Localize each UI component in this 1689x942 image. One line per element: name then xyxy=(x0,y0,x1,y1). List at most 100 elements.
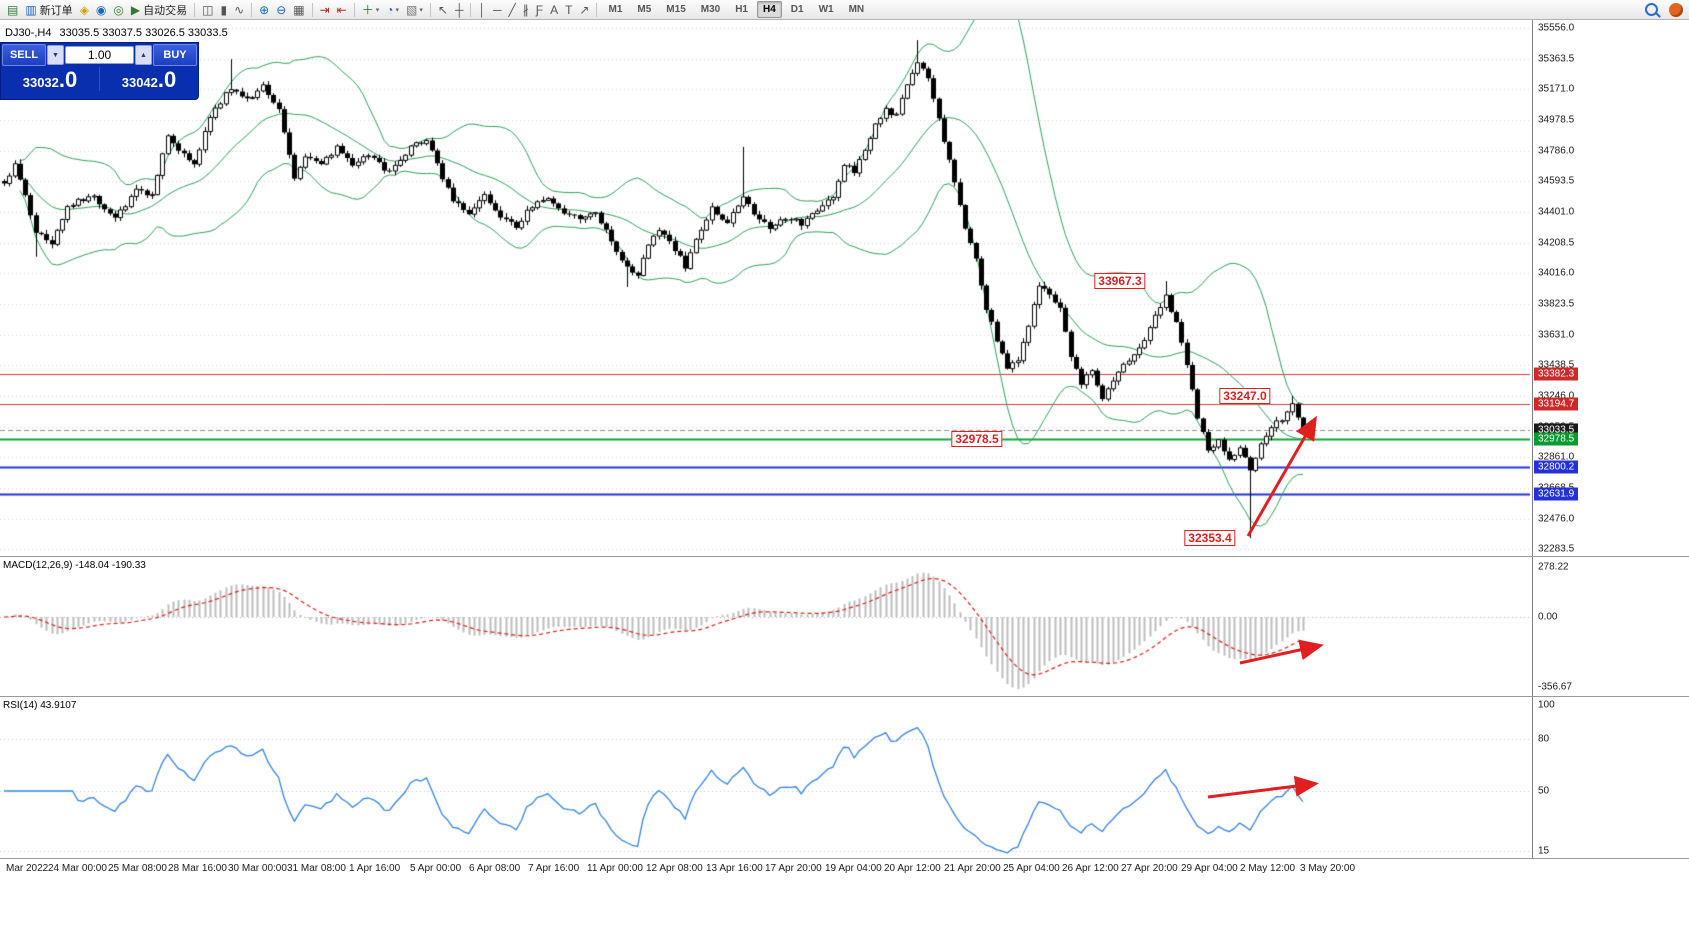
community-icon[interactable] xyxy=(1669,2,1683,17)
time-label: 28 Mar 16:00 xyxy=(168,863,227,874)
candlestick-chart-button[interactable]: ▮ xyxy=(217,1,230,18)
zoom-in-icon: ⊕ xyxy=(259,2,270,17)
indicators-dropdown-icon[interactable]: ▾ xyxy=(375,6,380,14)
periods-dropdown-icon[interactable]: ▾ xyxy=(395,6,400,14)
volume-input[interactable] xyxy=(65,46,134,64)
timeframe-m15-button[interactable]: M15 xyxy=(666,4,686,15)
time-label: 17 Apr 20:00 xyxy=(765,863,822,874)
text-label-icon: T xyxy=(565,2,573,17)
fibonacci-button[interactable]: Ƒ xyxy=(533,1,546,18)
line-chart-button[interactable]: ∿ xyxy=(231,1,247,18)
timeframe-mn-button[interactable]: MN xyxy=(848,4,865,15)
time-label: 30 Mar 00:00 xyxy=(228,863,287,874)
rsi-axis: 100 80 50 15 xyxy=(1532,697,1689,858)
time-label: 6 Apr 08:00 xyxy=(469,863,521,874)
cursor-button[interactable]: ↖ xyxy=(435,1,451,18)
auto-trading-button[interactable]: ▶ 自动交易 xyxy=(128,1,190,18)
periods-icon: ◔ xyxy=(386,2,394,17)
templates-dropdown-icon[interactable]: ▾ xyxy=(419,6,423,14)
rsi-axis-value: 15 xyxy=(1538,845,1550,857)
periods-button[interactable]: ◔ ▾ xyxy=(383,1,402,18)
toolbar-separator xyxy=(311,2,313,17)
bar-chart-button[interactable]: ◫ xyxy=(199,1,216,18)
strategy-tester-icon: ◎ xyxy=(113,2,124,17)
time-label: 25 Mar 08:00 xyxy=(108,863,167,874)
horizontal-line-button[interactable]: ─ xyxy=(490,1,505,18)
trendline-icon: ╱ xyxy=(508,2,516,17)
templates-button[interactable]: ▧ ▾ xyxy=(403,1,426,18)
auto-scroll-button[interactable]: ⇥ xyxy=(317,1,333,18)
toolbar-separator xyxy=(194,2,196,17)
equidistant-channel-button[interactable]: ∦ xyxy=(520,1,532,18)
new-chart-button[interactable]: ▤ xyxy=(4,1,21,18)
market-watch-button[interactable]: ◈ xyxy=(77,1,92,18)
text-label-button[interactable]: T xyxy=(562,1,575,18)
price-tick: 32283.5 xyxy=(1538,543,1575,555)
timeframe-h4-button[interactable]: H4 xyxy=(757,1,782,18)
buy-button[interactable]: BUY xyxy=(153,44,197,66)
vertical-line-button[interactable]: │ xyxy=(475,1,489,18)
timeframe-m1-button[interactable]: M1 xyxy=(608,4,623,15)
macd-axis-value: 278.22 xyxy=(1538,561,1569,573)
main-chart-canvas[interactable] xyxy=(0,20,1532,556)
chart-shift-button[interactable]: ⇤ xyxy=(334,1,350,18)
price-tick: 33823.5 xyxy=(1538,298,1575,310)
time-label: 3 May 20:00 xyxy=(1300,863,1356,874)
timeframe-w1-button[interactable]: W1 xyxy=(818,4,834,15)
price-tick: 34786.0 xyxy=(1538,145,1575,157)
arrows-button[interactable]: ↗ xyxy=(576,1,592,18)
timeframe-d1-button[interactable]: D1 xyxy=(790,4,804,15)
data-window-button[interactable]: ◉ xyxy=(93,1,109,18)
price-tick: 33246.0 xyxy=(1538,390,1575,402)
indicators-button[interactable]: ＋ ▾ xyxy=(359,1,383,18)
symbol-period-label: DJ30-,H4 xyxy=(5,27,52,39)
time-label: Mar 2022 xyxy=(6,863,49,874)
zoom-in-button[interactable]: ⊕ xyxy=(256,1,272,18)
templates-icon: ▧ xyxy=(406,2,418,17)
time-axis[interactable]: Mar 2022 24 Mar 00:00 25 Mar 08:00 28 Mar 1… xyxy=(0,858,1689,878)
rsi-canvas[interactable] xyxy=(0,697,1532,858)
time-label: 29 Apr 04:00 xyxy=(1181,863,1238,874)
new-order-button[interactable]: ▥ 新订单 xyxy=(22,1,75,18)
timeframe-m5-button[interactable]: M5 xyxy=(637,4,652,15)
equidistant-channel-icon: ∦ xyxy=(522,2,529,17)
auto-trading-icon: ▶ xyxy=(130,2,141,17)
price-tick: 33438.5 xyxy=(1538,359,1575,371)
toolbar-separator xyxy=(470,2,472,17)
macd-canvas[interactable] xyxy=(0,557,1532,696)
horizontal-line-icon: ─ xyxy=(492,2,502,17)
volume-decrease-button[interactable]: ▼ xyxy=(47,45,64,65)
market-watch-icon: ◈ xyxy=(79,2,89,17)
trendline-button[interactable]: ╱ xyxy=(505,1,518,18)
crosshair-button[interactable]: ┼ xyxy=(452,1,467,18)
search-icon[interactable] xyxy=(1645,3,1658,16)
auto-trading-label: 自动交易 xyxy=(143,4,188,17)
sell-button[interactable]: SELL xyxy=(2,44,46,66)
time-label: 19 Apr 04:00 xyxy=(825,863,882,874)
price-tick: 34978.5 xyxy=(1538,114,1575,126)
chart-shift-icon: ⇤ xyxy=(336,2,347,17)
volume-increase-button[interactable]: ▲ xyxy=(135,45,152,65)
price-tick: 34208.5 xyxy=(1538,237,1575,249)
time-label: 1 Apr 16:00 xyxy=(349,863,401,874)
new-order-icon: ▥ xyxy=(25,2,37,17)
price-flag: 33967.3 xyxy=(1094,273,1146,290)
text-button[interactable]: A xyxy=(547,1,561,18)
toolbar-separator xyxy=(429,2,431,17)
strategy-tester-button[interactable]: ◎ xyxy=(110,1,126,18)
buy-price: 33042.0 xyxy=(121,67,177,92)
bar-chart-icon: ◫ xyxy=(202,2,214,17)
price-tick: 35171.0 xyxy=(1538,83,1575,95)
price-tag: 32978.5 xyxy=(1534,432,1579,446)
order-buttons-row: SELL ▼ ▲ BUY xyxy=(1,43,198,67)
chart-info-line: DJ30-,H4 33035.5 33037.5 33026.5 33033.5 xyxy=(5,27,228,39)
order-prices-row: 33032.0 33042.0 xyxy=(1,67,198,99)
zoom-out-button[interactable]: ⊖ xyxy=(273,1,289,18)
timeframe-m30-button[interactable]: M30 xyxy=(700,4,721,15)
tile-windows-button[interactable]: ▦ xyxy=(290,1,307,18)
data-window-icon: ◉ xyxy=(95,2,107,17)
price-axis[interactable]: 35556.0 35363.5 35171.0 34978.5 34786.0 34593… xyxy=(1532,20,1689,556)
timeframe-h1-button[interactable]: H1 xyxy=(735,4,748,15)
main-chart-panel: DJ30-,H4 33035.5 33037.5 33026.5 33033.5 … xyxy=(0,20,1689,556)
time-label: 24 Mar 00:00 xyxy=(48,863,107,874)
